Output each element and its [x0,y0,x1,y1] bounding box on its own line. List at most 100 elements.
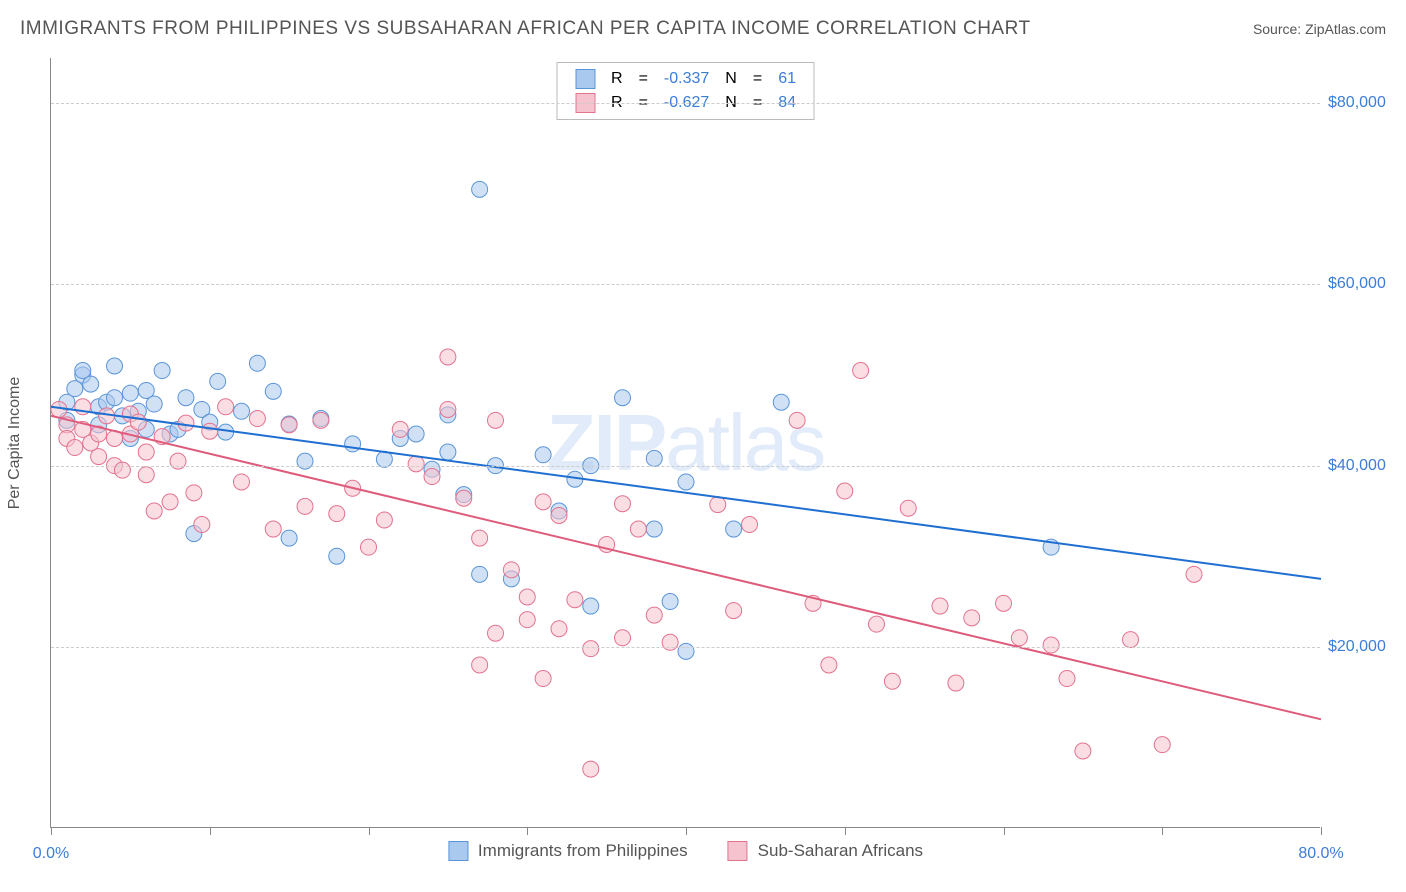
scatter-point-subsaharan [218,399,234,415]
scatter-point-subsaharan [392,421,408,437]
scatter-point-philippines [107,390,123,406]
legend-bottom-item-philippines: Immigrants from Philippines [448,841,688,861]
scatter-point-philippines [662,594,678,610]
x-tick [1321,827,1322,835]
scatter-point-philippines [678,643,694,659]
scatter-point-subsaharan [615,496,631,512]
legend-swatch-philippines [448,841,468,861]
scatter-point-subsaharan [186,485,202,501]
scatter-point-subsaharan [1011,630,1027,646]
scatter-point-subsaharan [742,517,758,533]
scatter-point-philippines [583,598,599,614]
x-tick-label: 80.0% [1298,845,1343,863]
scatter-point-subsaharan [535,671,551,687]
y-axis-title: Per Capita Income [6,376,24,509]
legend-eq: = [745,67,770,91]
scatter-point-philippines [249,355,265,371]
scatter-point-subsaharan [472,657,488,673]
scatter-point-philippines [281,530,297,546]
scatter-point-subsaharan [551,621,567,637]
gridline-h [51,466,1320,467]
legend-swatch-subsaharan [728,841,748,861]
chart-area: Per Capita Income ZIPatlas R=-0.337N=61R… [50,58,1320,828]
scatter-point-philippines [646,450,662,466]
scatter-point-philippines [408,426,424,442]
scatter-point-philippines [646,521,662,537]
scatter-point-philippines [329,548,345,564]
scatter-point-subsaharan [146,503,162,519]
scatter-point-subsaharan [265,521,281,537]
scatter-point-subsaharan [964,610,980,626]
scatter-point-subsaharan [202,423,218,439]
x-tick [1004,827,1005,835]
scatter-point-subsaharan [178,415,194,431]
legend-R-value-philippines: -0.337 [656,67,717,91]
scatter-point-subsaharan [869,616,885,632]
scatter-point-philippines [345,436,361,452]
scatter-point-subsaharan [329,506,345,522]
scatter-point-subsaharan [234,474,250,490]
scatter-point-subsaharan [130,414,146,430]
x-tick [1162,827,1163,835]
scatter-point-subsaharan [488,625,504,641]
scatter-point-subsaharan [424,469,440,485]
plot-svg [51,58,1320,827]
gridline-h [51,103,1320,104]
scatter-point-subsaharan [440,401,456,417]
scatter-point-subsaharan [710,497,726,513]
scatter-point-subsaharan [170,453,186,469]
x-tick [527,827,528,835]
scatter-point-subsaharan [900,500,916,516]
y-tick-label: $60,000 [1328,275,1404,293]
y-tick-label: $20,000 [1328,638,1404,656]
scatter-point-subsaharan [67,440,83,456]
scatter-point-subsaharan [1075,743,1091,759]
regression-line-subsaharan [51,416,1321,719]
scatter-point-philippines [178,390,194,406]
scatter-point-philippines [773,394,789,410]
scatter-point-philippines [615,390,631,406]
legend-bottom: Immigrants from Philippines Sub-Saharan A… [448,841,923,861]
regression-line-philippines [51,407,1321,579]
scatter-point-subsaharan [821,657,837,673]
scatter-point-subsaharan [440,349,456,365]
scatter-point-subsaharan [114,462,130,478]
legend-N-value-philippines: 61 [770,67,804,91]
scatter-point-subsaharan [932,598,948,614]
scatter-point-subsaharan [91,449,107,465]
y-tick-label: $80,000 [1328,94,1404,112]
scatter-point-philippines [678,474,694,490]
scatter-point-subsaharan [138,444,154,460]
scatter-point-subsaharan [249,411,265,427]
legend-N-label: N [717,67,745,91]
scatter-point-subsaharan [1059,671,1075,687]
scatter-point-philippines [297,453,313,469]
chart-title: IMMIGRANTS FROM PHILIPPINES VS SUBSAHARA… [20,18,1031,40]
scatter-point-subsaharan [1043,637,1059,653]
scatter-point-philippines [83,376,99,392]
scatter-point-subsaharan [281,417,297,433]
scatter-point-subsaharan [646,607,662,623]
scatter-point-subsaharan [583,641,599,657]
scatter-point-subsaharan [488,412,504,428]
scatter-point-philippines [146,396,162,412]
legend-top: R=-0.337N=61R=-0.627N=84 [556,62,815,120]
scatter-point-subsaharan [884,673,900,689]
source-label: Source: ZipAtlas.com [1253,21,1386,37]
scatter-point-subsaharan [1123,632,1139,648]
scatter-point-subsaharan [853,363,869,379]
legend-bottom-label-subsaharan: Sub-Saharan Africans [758,841,923,861]
legend-swatch-philippines [575,69,595,89]
scatter-point-philippines [440,444,456,460]
legend-bottom-item-subsaharan: Sub-Saharan Africans [728,841,923,861]
scatter-point-subsaharan [1154,737,1170,753]
scatter-point-subsaharan [789,412,805,428]
scatter-point-philippines [472,566,488,582]
scatter-point-subsaharan [583,761,599,777]
x-tick [51,827,52,835]
x-tick-label: 0.0% [33,845,69,863]
scatter-point-subsaharan [297,498,313,514]
x-tick [686,827,687,835]
x-tick [369,827,370,835]
scatter-point-philippines [535,447,551,463]
